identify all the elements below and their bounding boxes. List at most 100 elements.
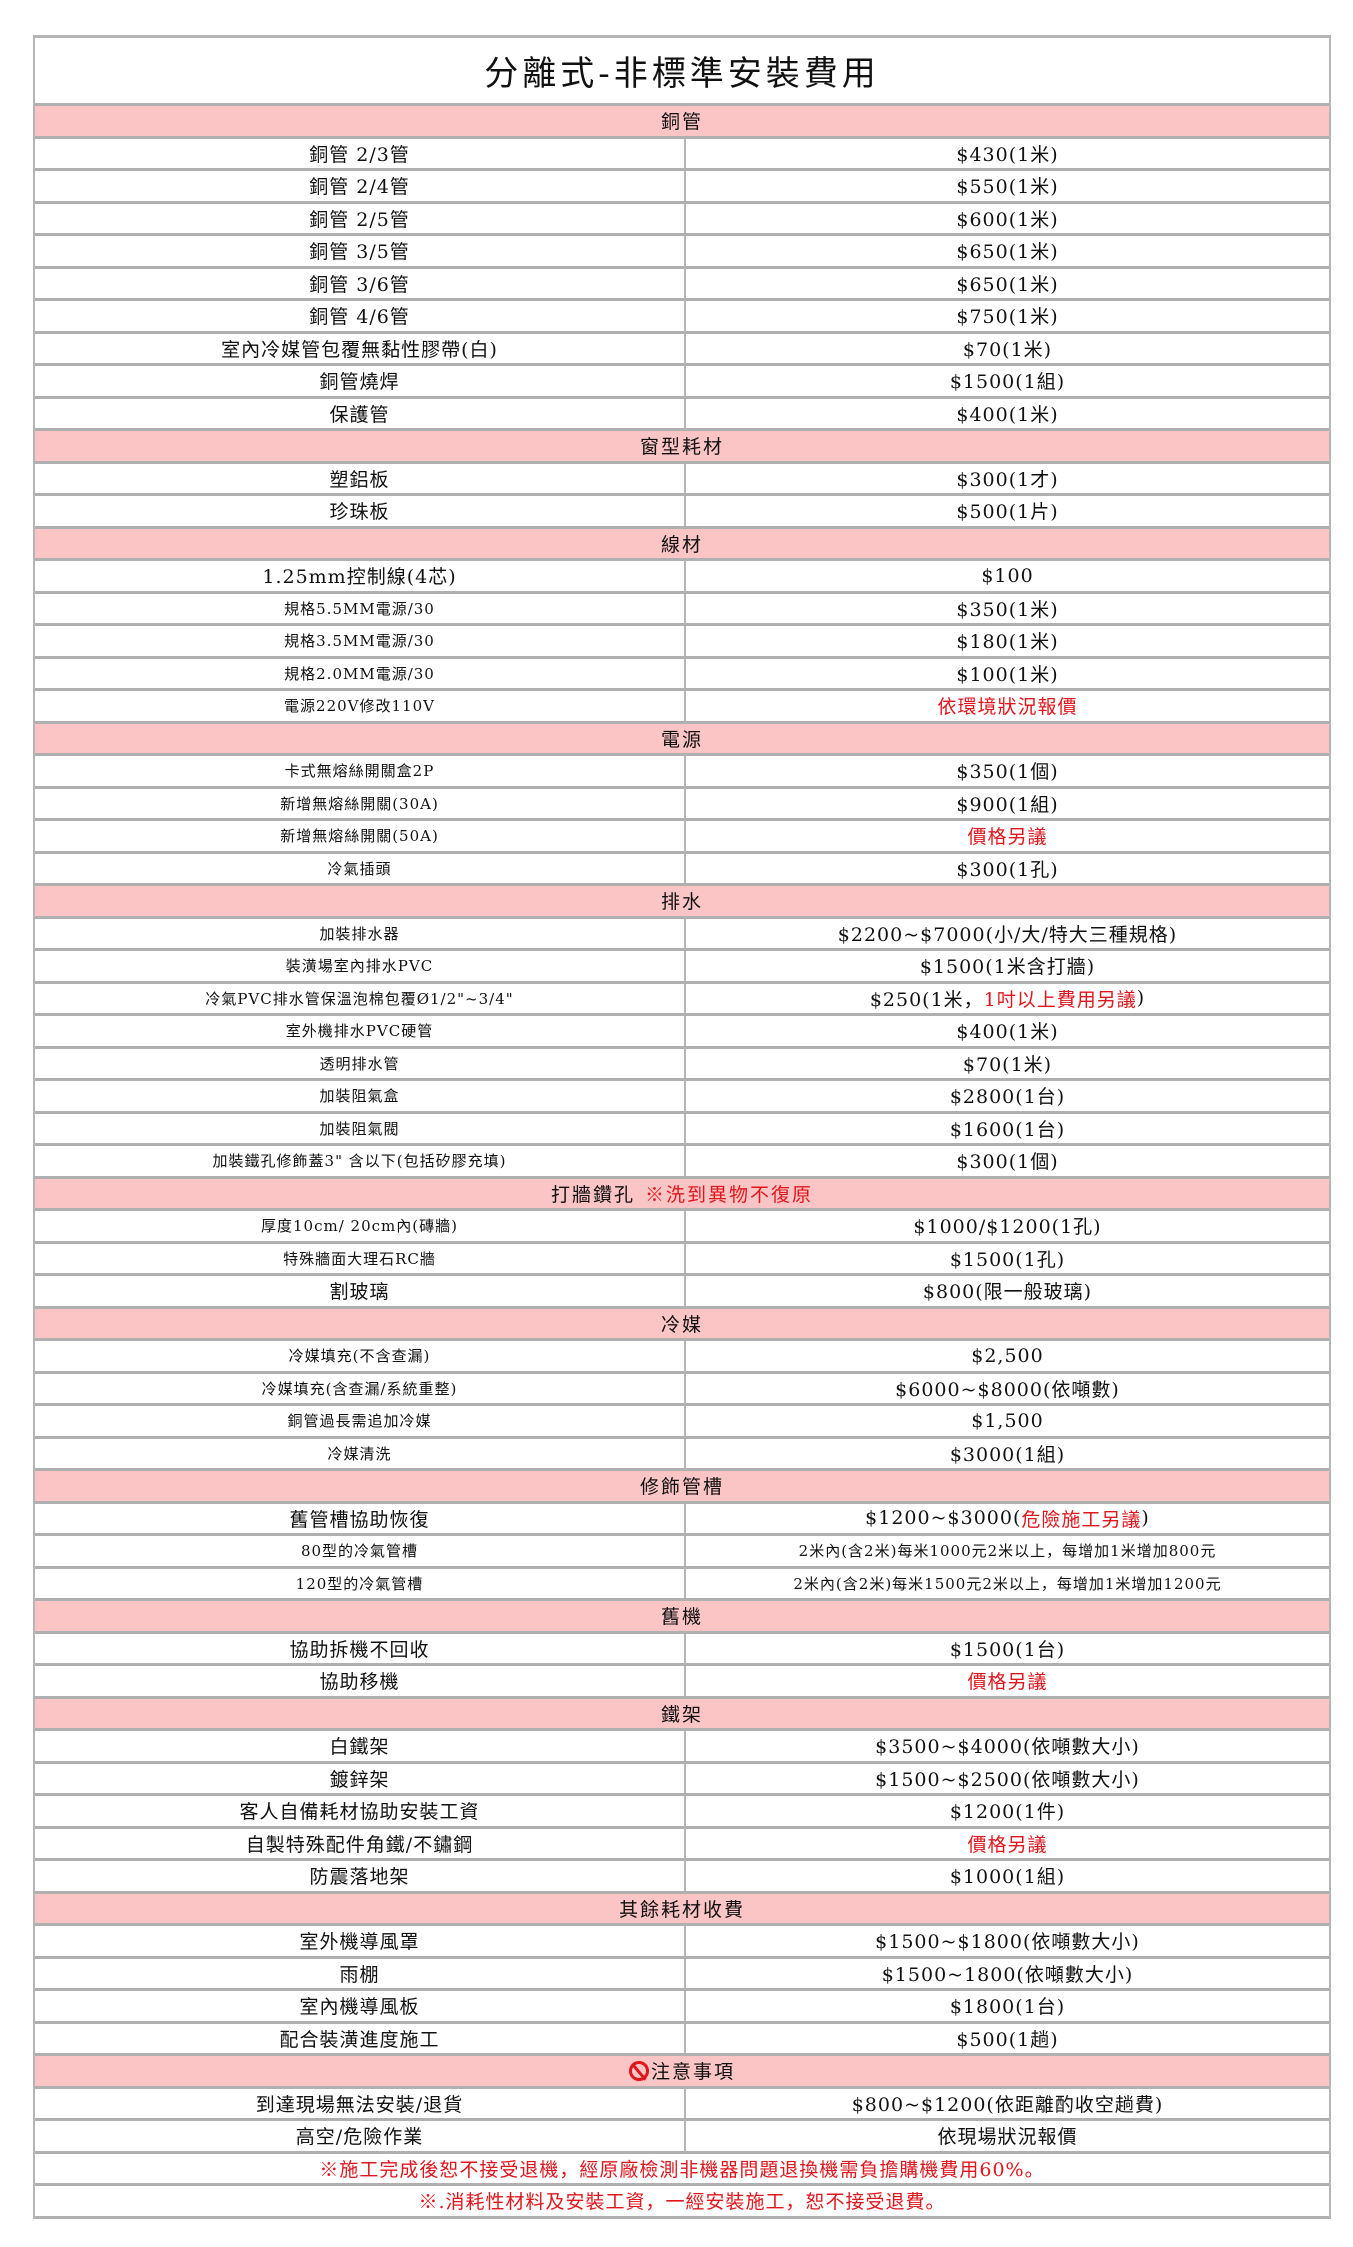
section-header: 其餘耗材收費 <box>35 1893 1329 1926</box>
item-price: $300(1個) <box>686 1146 1329 1176</box>
table-row: 電源220V修改110V 依環境狀況報價 <box>35 691 1329 724</box>
price-text: 2米內(含2米)每米1000元2米以上，每增加1米增加800元 <box>798 1542 1217 1561</box>
table-row: 新增無熔絲開關(50A) 價格另議 <box>35 821 1329 854</box>
table-row: 銅管 2/3管 $430(1米) <box>35 138 1329 171</box>
item-name: 室內機導風板 <box>35 1991 686 2021</box>
item-price: $6000~$8000(依噸數) <box>686 1374 1329 1404</box>
table-row: 卡式無熔絲開關盒2P $350(1個) <box>35 756 1329 789</box>
item-name: 80型的冷氣管槽 <box>35 1536 686 1566</box>
notice-row: ※.消耗性材料及安裝工資，一經安裝施工，恕不接受退費。 <box>35 2186 1329 2219</box>
item-price: $1500(1組) <box>686 366 1329 396</box>
section-header: 線材 <box>35 528 1329 561</box>
price-text: $300(1才) <box>956 468 1059 491</box>
item-name: 120型的冷氣管槽 <box>35 1568 686 1598</box>
item-name: 加裝鐵孔修飾蓋3" 含以下(包括矽膠充填) <box>35 1146 686 1176</box>
item-price: $3000(1組) <box>686 1439 1329 1469</box>
item-name: 保護管 <box>35 398 686 428</box>
price-text: $500(1趟) <box>956 2028 1059 2051</box>
table-row: 防震落地架 $1000(1組) <box>35 1861 1329 1894</box>
table-row: 保護管 $400(1米) <box>35 398 1329 431</box>
table-row: 冷媒填充(不含查漏) $2,500 <box>35 1341 1329 1374</box>
table-row: 高空/危險作業 依現場狀況報價 <box>35 2121 1329 2154</box>
prohibited-icon <box>628 2060 649 2081</box>
item-name: 高空/危險作業 <box>35 2121 686 2151</box>
item-price: $70(1米) <box>686 1049 1329 1079</box>
item-name: 配合裝潢進度施工 <box>35 2023 686 2053</box>
table-row: 冷媒填充(含查漏/系統重整) $6000~$8000(依噸數) <box>35 1373 1329 1406</box>
item-price: $300(1孔) <box>686 854 1329 884</box>
item-name: 卡式無熔絲開關盒2P <box>35 756 686 786</box>
item-name: 銅管 2/4管 <box>35 171 686 201</box>
table-row: 協助移機 價格另議 <box>35 1666 1329 1699</box>
table-row: 加裝排水器 $2200~$7000(小/大/特大三種規格) <box>35 918 1329 951</box>
item-price: $650(1米) <box>686 236 1329 266</box>
section-title: 注意事項 <box>650 2061 735 2084</box>
item-price: $500(1趟) <box>686 2024 1329 2054</box>
table-row: 協助拆機不回收 $1500(1台) <box>35 1633 1329 1666</box>
price-text: $650(1米) <box>956 241 1059 264</box>
price-text: $900(1組) <box>956 793 1059 816</box>
item-name: 白鐵架 <box>35 1731 686 1761</box>
item-name: 塑鋁板 <box>35 463 686 493</box>
section-header: 冷媒 <box>35 1308 1329 1341</box>
item-price: $1600(1台) <box>686 1114 1329 1144</box>
price-text: $550(1米) <box>956 176 1059 199</box>
price-text: $1000(1組) <box>949 1866 1066 1889</box>
section-title: 冷媒 <box>660 1313 703 1336</box>
table-row: 銅管過長需追加冷媒 $1,500 <box>35 1406 1329 1439</box>
price-table: 分離式-非標準安裝費用 銅管 銅管 2/3管 $430(1米) 銅管 2/4管 $550… <box>33 35 1331 2219</box>
table-row: 客人自備耗材協助安裝工資 $1200(1件) <box>35 1796 1329 1829</box>
price-remark: 依環境狀況報價 <box>937 696 1078 719</box>
table-row: 新增無熔絲開關(30A) $900(1組) <box>35 788 1329 821</box>
table-row: 透明排水管 $70(1米) <box>35 1048 1329 1081</box>
table-row: 室內冷媒管包覆無黏性膠帶(白) $70(1米) <box>35 333 1329 366</box>
item-price: $300(1才) <box>686 464 1329 494</box>
section-title: 銅管 <box>660 111 703 134</box>
table-row: 裝潢場室內排水PVC $1500(1米含打牆) <box>35 951 1329 984</box>
item-price: $800(限一般玻璃) <box>686 1276 1329 1306</box>
item-price: $100 <box>686 561 1329 591</box>
item-price: $1000(1組) <box>686 1861 1329 1891</box>
item-name: 協助移機 <box>35 1666 686 1696</box>
item-price: $500(1片) <box>686 496 1329 526</box>
item-price: $2,500 <box>686 1341 1329 1371</box>
item-price: $750(1米) <box>686 301 1329 331</box>
table-row: 銅管 3/6管 $650(1米) <box>35 268 1329 301</box>
price-text: $1500(1孔) <box>949 1248 1066 1271</box>
item-name: 特殊牆面大理石RC牆 <box>35 1243 686 1273</box>
section-header: 窗型耗材 <box>35 431 1329 464</box>
item-name: 室外機導風罩 <box>35 1926 686 1956</box>
item-name: 室內冷媒管包覆無黏性膠帶(白) <box>35 333 686 363</box>
price-text: $650(1米) <box>956 273 1059 296</box>
section-header: 修飾管槽 <box>35 1471 1329 1504</box>
item-price: $1500~1800(依噸數大小) <box>686 1959 1329 1989</box>
section-title: 線材 <box>660 533 703 556</box>
item-price: $1500(1孔) <box>686 1244 1329 1274</box>
table-row: 配合裝潢進度施工 $500(1趟) <box>35 2023 1329 2056</box>
section-header: 鐵架 <box>35 1698 1329 1731</box>
notice-row: ※施工完成後恕不接受退機，經原廠檢測非機器問題退換機需負擔購機費用60%。 <box>35 2154 1329 2186</box>
section-title: 鐵架 <box>660 1703 703 1726</box>
price-text: $3000(1組) <box>949 1443 1066 1466</box>
item-name: 冷媒清洗 <box>35 1438 686 1468</box>
price-text: 依現場狀況報價 <box>937 2126 1078 2149</box>
price-text: $250(1米， <box>869 988 984 1011</box>
item-price: $70(1米) <box>686 334 1329 364</box>
price-text: $1600(1台) <box>949 1118 1066 1141</box>
section-title: 修飾管槽 <box>639 1476 724 1499</box>
table-row: 厚度10cm/ 20cm內(磚牆) $1000/$1200(1孔) <box>35 1211 1329 1244</box>
price-text: $1500~$1800(依噸數大小) <box>875 1931 1140 1954</box>
price-suffix: ) <box>1141 1507 1150 1530</box>
table-row: 銅管 2/4管 $550(1米) <box>35 171 1329 204</box>
table-row: 特殊牆面大理石RC牆 $1500(1孔) <box>35 1243 1329 1276</box>
item-name: 厚度10cm/ 20cm內(磚牆) <box>35 1211 686 1241</box>
price-remark: 價格另議 <box>967 1671 1048 1694</box>
price-remark: 危險施工另議 <box>1021 1508 1142 1531</box>
item-price: $1200(1件) <box>686 1796 1329 1826</box>
table-row: 銅管 2/5管 $600(1米) <box>35 203 1329 236</box>
notice-text: ※.消耗性材料及安裝工資，一經安裝施工，恕不接受退費。 <box>418 2191 946 2214</box>
price-text: $800(限一般玻璃) <box>922 1281 1093 1304</box>
price-text: $600(1米) <box>956 208 1059 231</box>
item-name: 規格5.5MM電源/30 <box>35 593 686 623</box>
item-name: 鍍鋅架 <box>35 1763 686 1793</box>
